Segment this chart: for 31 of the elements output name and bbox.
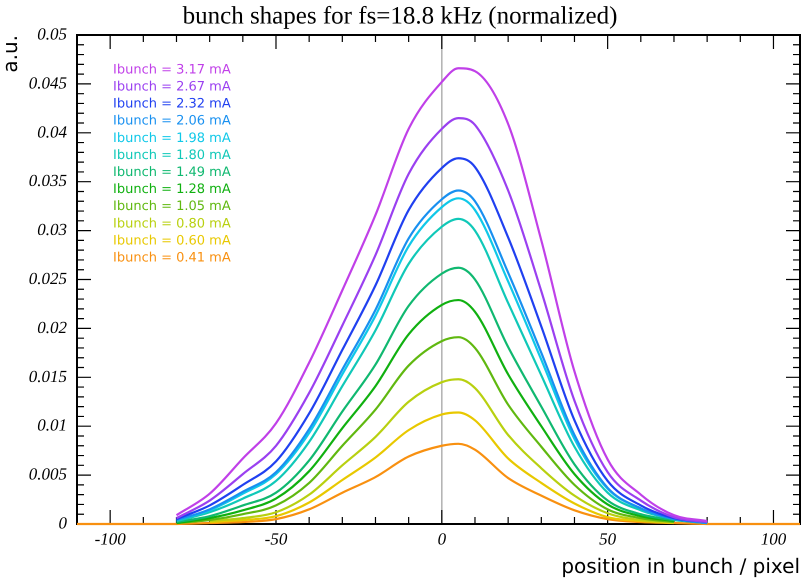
text: Ibunch = 1.98 mA [113, 130, 231, 146]
y-tick-label: 0.02 [37, 318, 68, 337]
y-tick-label: 0.025 [28, 268, 67, 288]
y-tick-label: 0.05 [37, 24, 67, 44]
text: Ibunch = 3.17 mA [113, 62, 231, 78]
text: Ibunch = 0.60 mA [113, 233, 231, 248]
text: Ibunch = 2.67 mA [113, 79, 231, 94]
y-tick-label: 0.03 [37, 220, 67, 240]
text: Ibunch = 1.49 mA [113, 164, 231, 180]
text: Ibunch = 1.05 mA [113, 199, 231, 214]
x-tick-label: 50 [599, 530, 617, 549]
text: Ibunch = 0.41 mA [113, 250, 231, 266]
y-tick-label: 0.04 [37, 122, 68, 142]
text: Ibunch = 2.06 mA [113, 114, 231, 129]
x-tick-label: 0 [438, 530, 447, 549]
text: Ibunch = 1.28 mA [113, 182, 231, 198]
text: Ibunch = 0.80 mA [113, 216, 231, 232]
y-tick-label: 0.015 [28, 366, 67, 386]
y-tick-label: 0.045 [28, 73, 67, 92]
text: Ibunch = 1.80 mA [113, 148, 231, 163]
y-axis-title: a.u. [0, 35, 22, 73]
x-tick-label: -100 [94, 530, 126, 549]
y-tick-label: 0.035 [28, 171, 67, 190]
y-tick-label: 0.005 [28, 464, 67, 484]
text: Ibunch = 2.32 mA [113, 96, 231, 112]
y-tick-label: 0 [58, 513, 68, 532]
x-tick-label: 100 [760, 530, 787, 549]
chart-title: bunch shapes for fs=18.8 kHz (normalized) [182, 2, 618, 30]
y-tick-label: 0.01 [37, 416, 67, 435]
x-axis-title: position in bunch / pixel [561, 554, 800, 578]
x-tick-label: -50 [264, 530, 288, 549]
